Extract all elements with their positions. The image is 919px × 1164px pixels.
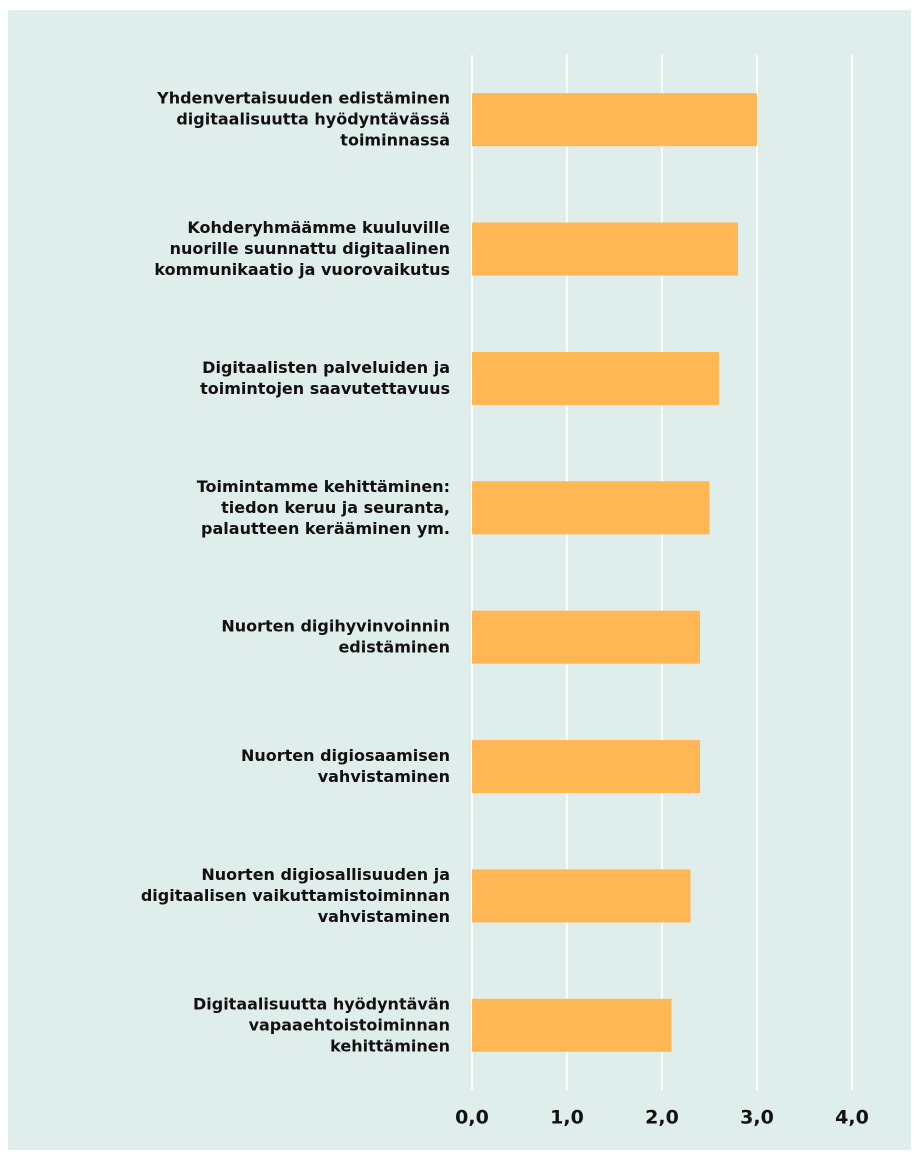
- category-label-line: tiedon keruu ja seuranta,: [221, 497, 450, 516]
- category-label: Digitaalisuutta hyödyntävän vapaaehtoisto…: [193, 994, 450, 1055]
- category-label-line: toiminnassa: [340, 130, 450, 149]
- category-label-line: Digitaalisten palveluiden ja: [202, 357, 450, 376]
- category-label-line: digitaalisen vaikuttamistoiminnan: [141, 885, 450, 904]
- category-label: Nuorten digiosaamisen vahvistaminen: [241, 746, 450, 786]
- category-label-line: Yhdenvertaisuuden edistäminen: [156, 88, 450, 107]
- x-tick-label: 3,0: [740, 1107, 774, 1129]
- category-label-line: palautteen kerääminen ym.: [201, 518, 450, 537]
- category-label-line: Toimintamme kehittäminen:: [197, 476, 450, 495]
- category-label-line: vapaaehtoistoiminnan: [249, 1015, 450, 1034]
- category-label-line: nuorille suunnattu digitaalinen: [170, 239, 450, 258]
- category-label-line: kommunikaatio ja vuorovaikutus: [154, 260, 450, 279]
- category-label-line: vahvistaminen: [318, 767, 450, 786]
- bar: [472, 351, 719, 405]
- category-label: Yhdenvertaisuuden edistäminen digitaalisu…: [156, 88, 450, 149]
- x-tick-label: 0,0: [455, 1107, 489, 1129]
- bar: [472, 740, 700, 794]
- chart-background: [8, 10, 911, 1150]
- category-label: Nuorten digihyvinvoinnin edistäminen: [221, 616, 450, 656]
- category-label-line: Nuorten digiosaamisen: [241, 746, 450, 765]
- bar: [472, 481, 710, 535]
- category-label: Toimintamme kehittäminen: tiedon keruu ja…: [197, 476, 450, 537]
- category-label-line: Digitaalisuutta hyödyntävän: [193, 994, 450, 1013]
- x-tick-label: 1,0: [550, 1107, 584, 1129]
- category-label: Kohderyhmäämme kuuluville nuorille suunna…: [154, 218, 450, 279]
- category-label: Digitaalisten palveluiden ja toimintojen …: [200, 357, 450, 397]
- bar: [472, 869, 691, 923]
- bar: [472, 998, 672, 1052]
- category-label-line: Nuorten digiosallisuuden ja: [201, 864, 450, 883]
- x-tick-label: 4,0: [835, 1107, 869, 1129]
- category-label: Nuorten digiosallisuuden ja digitaalisen …: [141, 864, 450, 925]
- category-label-line: digitaalisuutta hyödyntävässä: [176, 109, 450, 128]
- category-label-line: toimintojen saavutettavuus: [200, 378, 450, 397]
- bar: [472, 610, 700, 664]
- category-label-line: edistäminen: [338, 637, 450, 656]
- bar: [472, 222, 738, 276]
- category-label-line: Nuorten digihyvinvoinnin: [221, 616, 450, 635]
- bar: [472, 93, 757, 147]
- x-tick-label: 2,0: [645, 1107, 679, 1129]
- category-label-line: vahvistaminen: [318, 906, 450, 925]
- category-label-line: kehittäminen: [330, 1036, 450, 1055]
- category-label-line: Kohderyhmäämme kuuluville: [187, 218, 450, 237]
